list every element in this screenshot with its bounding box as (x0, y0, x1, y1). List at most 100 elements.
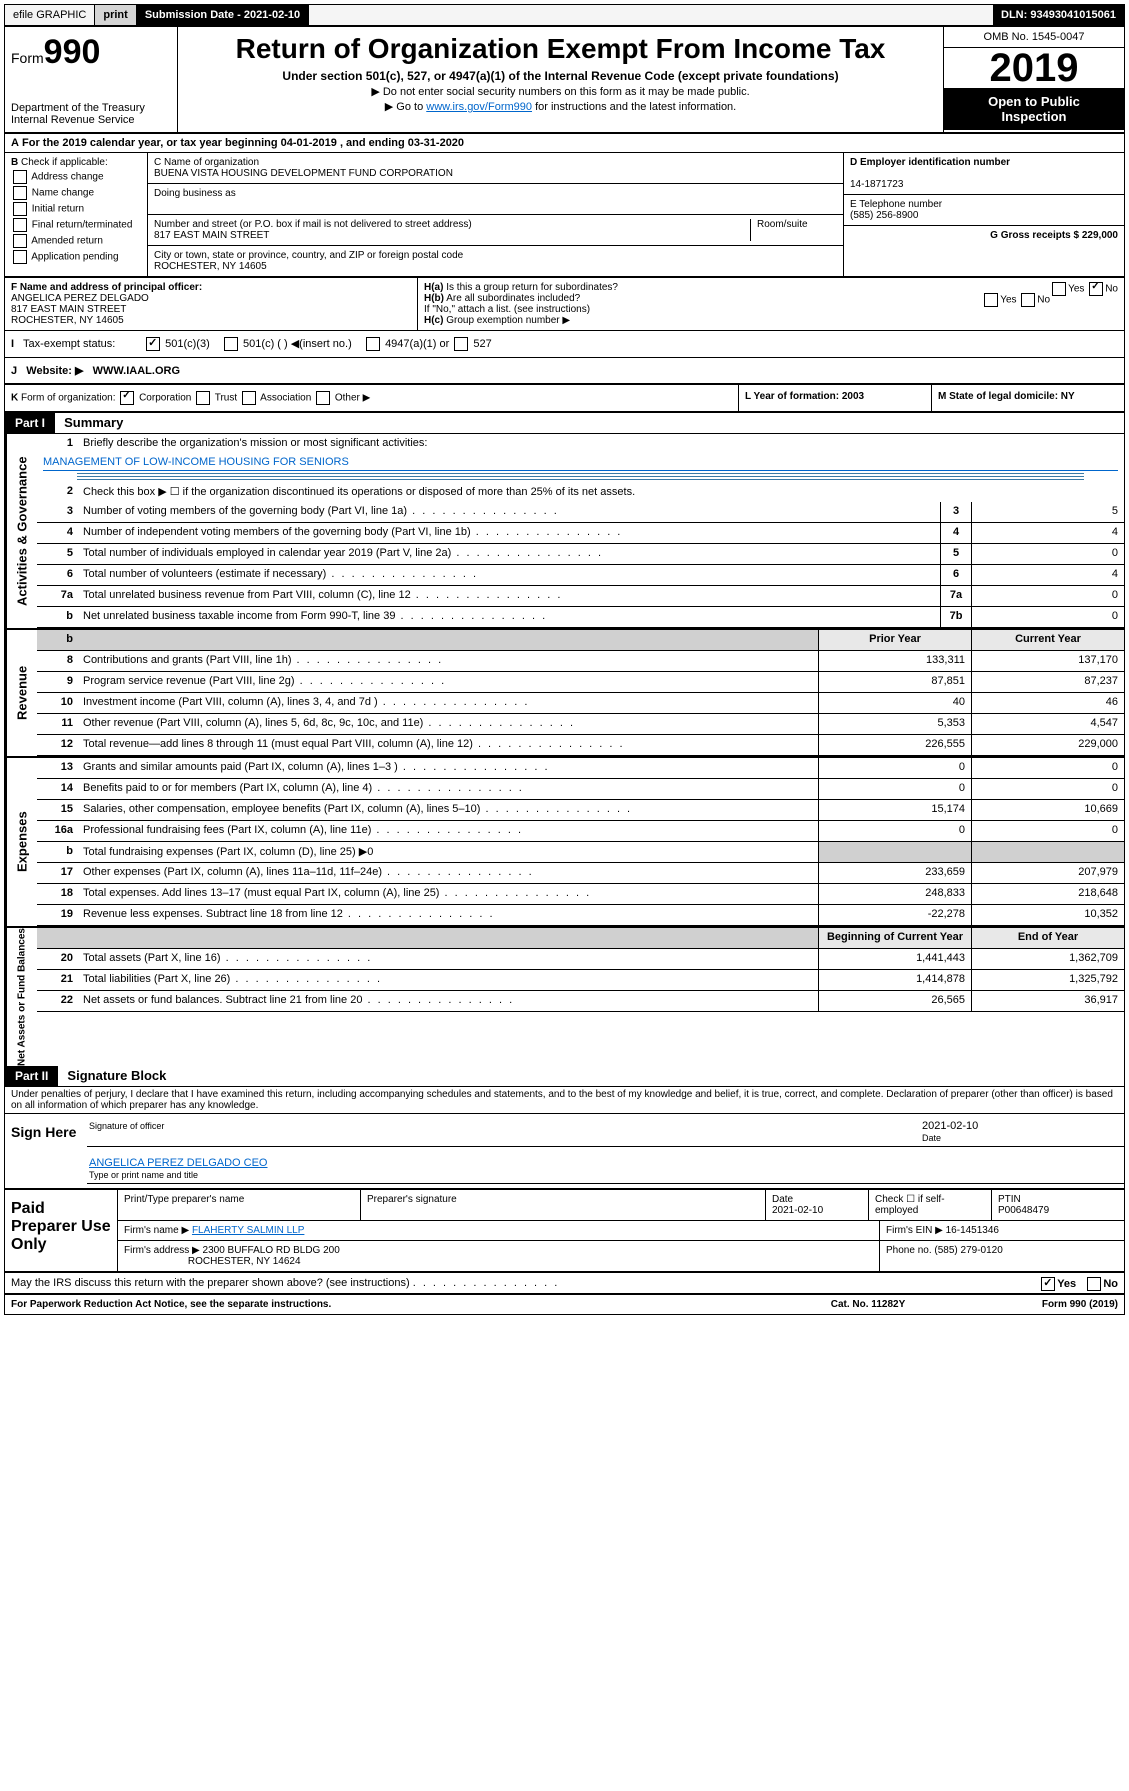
line-12-current: 229,000 (971, 735, 1124, 755)
form-header: Form990 Department of the Treasury Inter… (5, 27, 1124, 134)
tax-exempt-row: I Tax-exempt status: 501(c)(3) 501(c) ( … (5, 331, 1124, 358)
part-i-header: Part I Summary (5, 413, 1124, 434)
line-3-text: Number of voting members of the governin… (79, 502, 940, 522)
line-3-value: 5 (971, 502, 1124, 522)
officer-signed-name[interactable]: ANGELICA PEREZ DELGADO CEO (89, 1157, 268, 1169)
officer-addr: 817 EAST MAIN STREET (11, 304, 126, 315)
501c-checkbox[interactable] (224, 337, 238, 351)
firm-city: ROCHESTER, NY 14624 (188, 1256, 301, 1267)
ein-value: 14-1871723 (850, 179, 903, 190)
q1-label: Briefly describe the organization's miss… (79, 434, 1124, 454)
trust-checkbox[interactable] (196, 391, 210, 405)
sig-date-value: 2021-02-10 (922, 1120, 978, 1132)
sign-here-label: Sign Here (5, 1114, 87, 1188)
discuss-no-checkbox[interactable] (1087, 1277, 1101, 1291)
line-8-text: Contributions and grants (Part VIII, lin… (79, 651, 818, 671)
line-22-text: Net assets or fund balances. Subtract li… (79, 991, 818, 1011)
ein-label: D Employer identification number (850, 157, 1010, 168)
line-16a-current: 0 (971, 821, 1124, 841)
gross-receipts: G Gross receipts $ 229,000 (990, 230, 1118, 241)
line-10-text: Investment income (Part VIII, column (A)… (79, 693, 818, 713)
line-11-text: Other revenue (Part VIII, column (A), li… (79, 714, 818, 734)
officer-name: ANGELICA PEREZ DELGADO (11, 293, 149, 304)
dba-label: Doing business as (154, 188, 236, 199)
amended-checkbox[interactable] (13, 234, 27, 248)
corp-checkbox[interactable] (120, 391, 134, 405)
mission-text: MANAGEMENT OF LOW-INCOME HOUSING FOR SEN… (43, 456, 1118, 471)
line-9-prior: 87,851 (818, 672, 971, 692)
line-10-current: 46 (971, 693, 1124, 713)
line-8-prior: 133,311 (818, 651, 971, 671)
addr-change-checkbox[interactable] (13, 170, 27, 184)
hb-yes-checkbox[interactable] (984, 293, 998, 307)
line-8-current: 137,170 (971, 651, 1124, 671)
4947-checkbox[interactable] (366, 337, 380, 351)
line-3-box: 3 (940, 502, 971, 522)
line-15-current: 10,669 (971, 800, 1124, 820)
ha-yes-checkbox[interactable] (1052, 282, 1066, 296)
firm-phone: (585) 279-0120 (934, 1245, 1002, 1256)
firm-name[interactable]: FLAHERTY SALMIN LLP (192, 1225, 304, 1236)
line-b-text: Net unrelated business taxable income fr… (79, 607, 940, 627)
tax-year: 2019 (944, 48, 1124, 88)
prep-date: 2021-02-10 (772, 1205, 823, 1216)
line-b-current (971, 842, 1124, 862)
527-checkbox[interactable] (454, 337, 468, 351)
discuss-yes-checkbox[interactable] (1041, 1277, 1055, 1291)
print-button[interactable]: print (95, 5, 136, 25)
paid-preparer-block: Paid Preparer Use Only Print/Type prepar… (5, 1188, 1124, 1273)
instructions-link[interactable]: www.irs.gov/Form990 (426, 101, 532, 113)
ptin-value: P00648479 (998, 1205, 1049, 1216)
part-ii-header: Part II Signature Block (5, 1066, 1124, 1087)
line-20-current: 1,362,709 (971, 949, 1124, 969)
section-a-period: A For the 2019 calendar year, or tax yea… (5, 134, 1124, 153)
line-7a-value: 0 (971, 586, 1124, 606)
line-17-prior: 233,659 (818, 863, 971, 883)
street-value: 817 EAST MAIN STREET (154, 230, 269, 241)
assoc-checkbox[interactable] (242, 391, 256, 405)
line-b-box: 7b (940, 607, 971, 627)
line-4-text: Number of independent voting members of … (79, 523, 940, 543)
form-subtitle: Under section 501(c), 527, or 4947(a)(1)… (184, 69, 937, 83)
paperwork-notice: For Paperwork Reduction Act Notice, see … (11, 1299, 768, 1310)
phone-value: (585) 256-8900 (850, 210, 918, 221)
line-22-current: 36,917 (971, 991, 1124, 1011)
line-21-current: 1,325,792 (971, 970, 1124, 990)
omb-number: OMB No. 1545-0047 (944, 27, 1124, 48)
perjury-declaration: Under penalties of perjury, I declare th… (5, 1087, 1124, 1113)
line-20-prior: 1,441,443 (818, 949, 971, 969)
firm-ein: 16-1451346 (946, 1225, 999, 1236)
other-checkbox[interactable] (316, 391, 330, 405)
line-11-current: 4,547 (971, 714, 1124, 734)
org-form-row: K Form of organization: Corporation Trus… (5, 385, 1124, 413)
form-ref: Form 990 (2019) (968, 1299, 1118, 1310)
line-13-prior: 0 (818, 758, 971, 778)
hb-no-checkbox[interactable] (1021, 293, 1035, 307)
website-row: J Website: ▶ WWW.IAAL.ORG (5, 358, 1124, 385)
entity-block: B Check if applicable: Address change Na… (5, 153, 1124, 278)
initial-return-checkbox[interactable] (13, 202, 27, 216)
final-return-checkbox[interactable] (13, 218, 27, 232)
form-note-2: ▶ Go to www.irs.gov/Form990 for instruct… (184, 100, 937, 113)
line-6-box: 6 (940, 565, 971, 585)
current-year-header: Current Year (971, 630, 1124, 650)
hb-note: If "No," attach a list. (see instruction… (424, 304, 590, 315)
line-10-prior: 40 (818, 693, 971, 713)
app-pending-checkbox[interactable] (13, 250, 27, 264)
sidebar-revenue: Revenue (5, 630, 37, 756)
begin-year-header: Beginning of Current Year (818, 928, 971, 948)
year-formation: L Year of formation: 2003 (745, 391, 864, 402)
line-19-prior: -22,278 (818, 905, 971, 925)
org-name-label: C Name of organization (154, 157, 259, 168)
irs-label: Internal Revenue Service (11, 114, 171, 126)
line-13-text: Grants and similar amounts paid (Part IX… (79, 758, 818, 778)
501c3-checkbox[interactable] (146, 337, 160, 351)
name-change-checkbox[interactable] (13, 186, 27, 200)
line-17-current: 207,979 (971, 863, 1124, 883)
room-suite-label: Room/suite (750, 219, 837, 241)
ha-no-checkbox[interactable] (1089, 282, 1103, 296)
line-5-value: 0 (971, 544, 1124, 564)
phone-label: E Telephone number (850, 199, 942, 210)
prep-name-header: Print/Type preparer's name (118, 1190, 361, 1220)
sidebar-netassets: Net Assets or Fund Balances (5, 928, 37, 1066)
